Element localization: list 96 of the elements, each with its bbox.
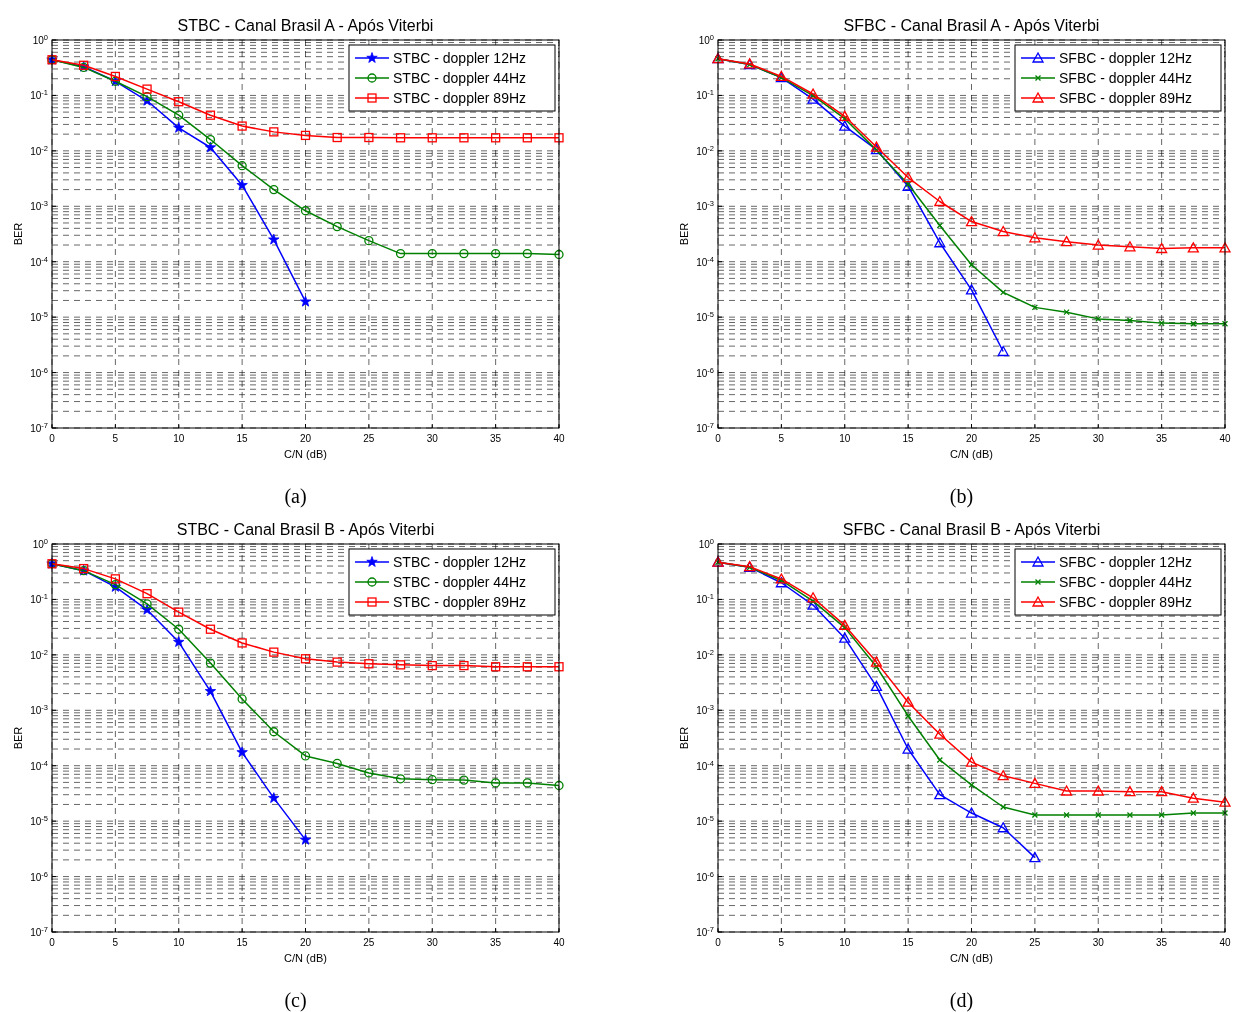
x-tick-label: 10 xyxy=(173,433,185,444)
x-tick-label: 30 xyxy=(1092,433,1105,444)
x-tick-label: 35 xyxy=(490,433,502,444)
x-tick-label: 5 xyxy=(112,433,119,444)
x-tick-label: 20 xyxy=(965,433,978,444)
x-tick-label: 15 xyxy=(902,937,915,948)
legend-label: STBC - doppler 44Hz xyxy=(393,70,527,86)
x-tick-label: 40 xyxy=(1219,937,1231,948)
y-tick-label: 10$^{-4}$ xyxy=(30,758,48,772)
y-tick-label: 10$^{-7}$ xyxy=(30,420,48,434)
y-tick-label: 10$^{-2}$ xyxy=(30,143,48,157)
y-tick-label: 10$^{-4}$ xyxy=(696,758,714,772)
y-tick-label: 10$^{-6}$ xyxy=(696,869,714,883)
chart-title: STBC - Canal Brasil B - Após Viterbi xyxy=(176,521,435,538)
y-tick-label: 10$^{-5}$ xyxy=(696,813,714,828)
y-tick-label: 10$^{0}$ xyxy=(698,32,714,46)
y-tick-label: 10$^{-7}$ xyxy=(696,924,714,938)
legend-label: SFBC - doppler 44Hz xyxy=(1059,574,1193,590)
x-tick-label: 25 xyxy=(363,937,375,948)
x-tick-label: 15 xyxy=(902,433,915,444)
y-tick-label: 10$^{-2}$ xyxy=(696,143,714,157)
y-tick-label: 10$^{-7}$ xyxy=(30,924,48,938)
y-tick-label: 10$^{-3}$ xyxy=(30,198,48,213)
x-tick-label: 20 xyxy=(299,433,312,444)
chart-title: SFBC - Canal Brasil A - Após Viterbi xyxy=(843,17,1100,34)
y-tick-label: 10$^{-5}$ xyxy=(30,813,48,828)
x-axis-title: C/N (dB) xyxy=(950,448,993,460)
y-tick-label: 10$^{-6}$ xyxy=(30,365,48,379)
x-tick-label: 25 xyxy=(1029,937,1041,948)
x-tick-label: 20 xyxy=(299,937,312,948)
x-tick-label: 0 xyxy=(49,433,56,444)
text: (d) xyxy=(949,989,974,1012)
legend-label: SFBC - doppler 12Hz xyxy=(1059,50,1193,66)
legend-label: SFBC - doppler 89Hz xyxy=(1059,90,1193,106)
x-axis-title: C/N (dB) xyxy=(950,952,993,964)
y-tick-label: 10$^{-3}$ xyxy=(696,198,714,213)
y-tick-label: 10$^{-4}$ xyxy=(696,254,714,268)
x-tick-label: 10 xyxy=(839,433,851,444)
x-tick-label: 15 xyxy=(236,937,249,948)
x-tick-label: 40 xyxy=(553,937,565,948)
x-tick-label: 35 xyxy=(490,937,502,948)
chart-title: SFBC - Canal Brasil B - Após Viterbi xyxy=(842,521,1101,538)
y-tick-label: 10$^{-6}$ xyxy=(696,365,714,379)
x-tick-label: 0 xyxy=(715,937,722,948)
y-tick-label: 10$^{-6}$ xyxy=(30,869,48,883)
x-tick-label: 30 xyxy=(1092,937,1105,948)
x-axis-title: C/N (dB) xyxy=(284,448,327,460)
x-tick-label: 20 xyxy=(965,937,978,948)
y-tick-label: 10$^{-3}$ xyxy=(696,702,714,717)
legend-label: STBC - doppler 12Hz xyxy=(393,50,527,66)
y-tick-label: 10$^{-1}$ xyxy=(696,87,714,102)
x-tick-label: 15 xyxy=(236,433,249,444)
legend-label: SFBC - doppler 12Hz xyxy=(1059,554,1193,570)
y-axis-title: BER xyxy=(678,726,690,750)
x-tick-label: 35 xyxy=(1156,937,1168,948)
y-tick-label: 10$^{-4}$ xyxy=(30,254,48,268)
x-tick-label: 25 xyxy=(1029,433,1041,444)
y-tick-label: 10$^{-2}$ xyxy=(30,647,48,661)
legend-label: STBC - doppler 44Hz xyxy=(393,574,527,590)
x-tick-label: 10 xyxy=(173,937,185,948)
text: (a) xyxy=(284,485,307,508)
y-tick-label: 10$^{0}$ xyxy=(32,536,48,550)
x-tick-label: 0 xyxy=(49,937,56,948)
chart-title: STBC - Canal Brasil A - Após Viterbi xyxy=(177,17,434,34)
legend-label: STBC - doppler 89Hz xyxy=(393,90,527,106)
y-axis-title: BER xyxy=(12,726,24,750)
x-tick-label: 10 xyxy=(839,937,851,948)
legend-label: STBC - doppler 89Hz xyxy=(393,594,527,610)
y-tick-label: 10$^{-2}$ xyxy=(696,647,714,661)
x-tick-label: 40 xyxy=(1219,433,1231,444)
x-tick-label: 40 xyxy=(553,433,565,444)
y-tick-label: 10$^{0}$ xyxy=(698,536,714,550)
x-tick-label: 30 xyxy=(426,937,439,948)
y-tick-label: 10$^{-1}$ xyxy=(696,591,714,606)
legend-label: SFBC - doppler 89Hz xyxy=(1059,594,1193,610)
x-tick-label: 5 xyxy=(778,433,785,444)
y-tick-label: 10$^{-5}$ xyxy=(696,309,714,324)
legend-label: SFBC - doppler 44Hz xyxy=(1059,70,1193,86)
x-axis-title: C/N (dB) xyxy=(284,952,327,964)
text: (b) xyxy=(949,485,974,508)
x-tick-label: 25 xyxy=(363,433,375,444)
x-tick-label: 5 xyxy=(112,937,119,948)
text: (c) xyxy=(284,989,307,1012)
y-axis-title: BER xyxy=(12,222,24,246)
y-axis-title: BER xyxy=(678,222,690,246)
x-tick-label: 0 xyxy=(715,433,722,444)
x-tick-label: 35 xyxy=(1156,433,1168,444)
y-tick-label: 10$^{-1}$ xyxy=(30,87,48,102)
x-tick-label: 30 xyxy=(426,433,439,444)
y-tick-label: 10$^{0}$ xyxy=(32,32,48,46)
y-tick-label: 10$^{-1}$ xyxy=(30,591,48,606)
x-tick-label: 5 xyxy=(778,937,785,948)
y-tick-label: 10$^{-3}$ xyxy=(30,702,48,717)
y-tick-label: 10$^{-5}$ xyxy=(30,309,48,324)
legend-label: STBC - doppler 12Hz xyxy=(393,554,527,570)
y-tick-label: 10$^{-7}$ xyxy=(696,420,714,434)
